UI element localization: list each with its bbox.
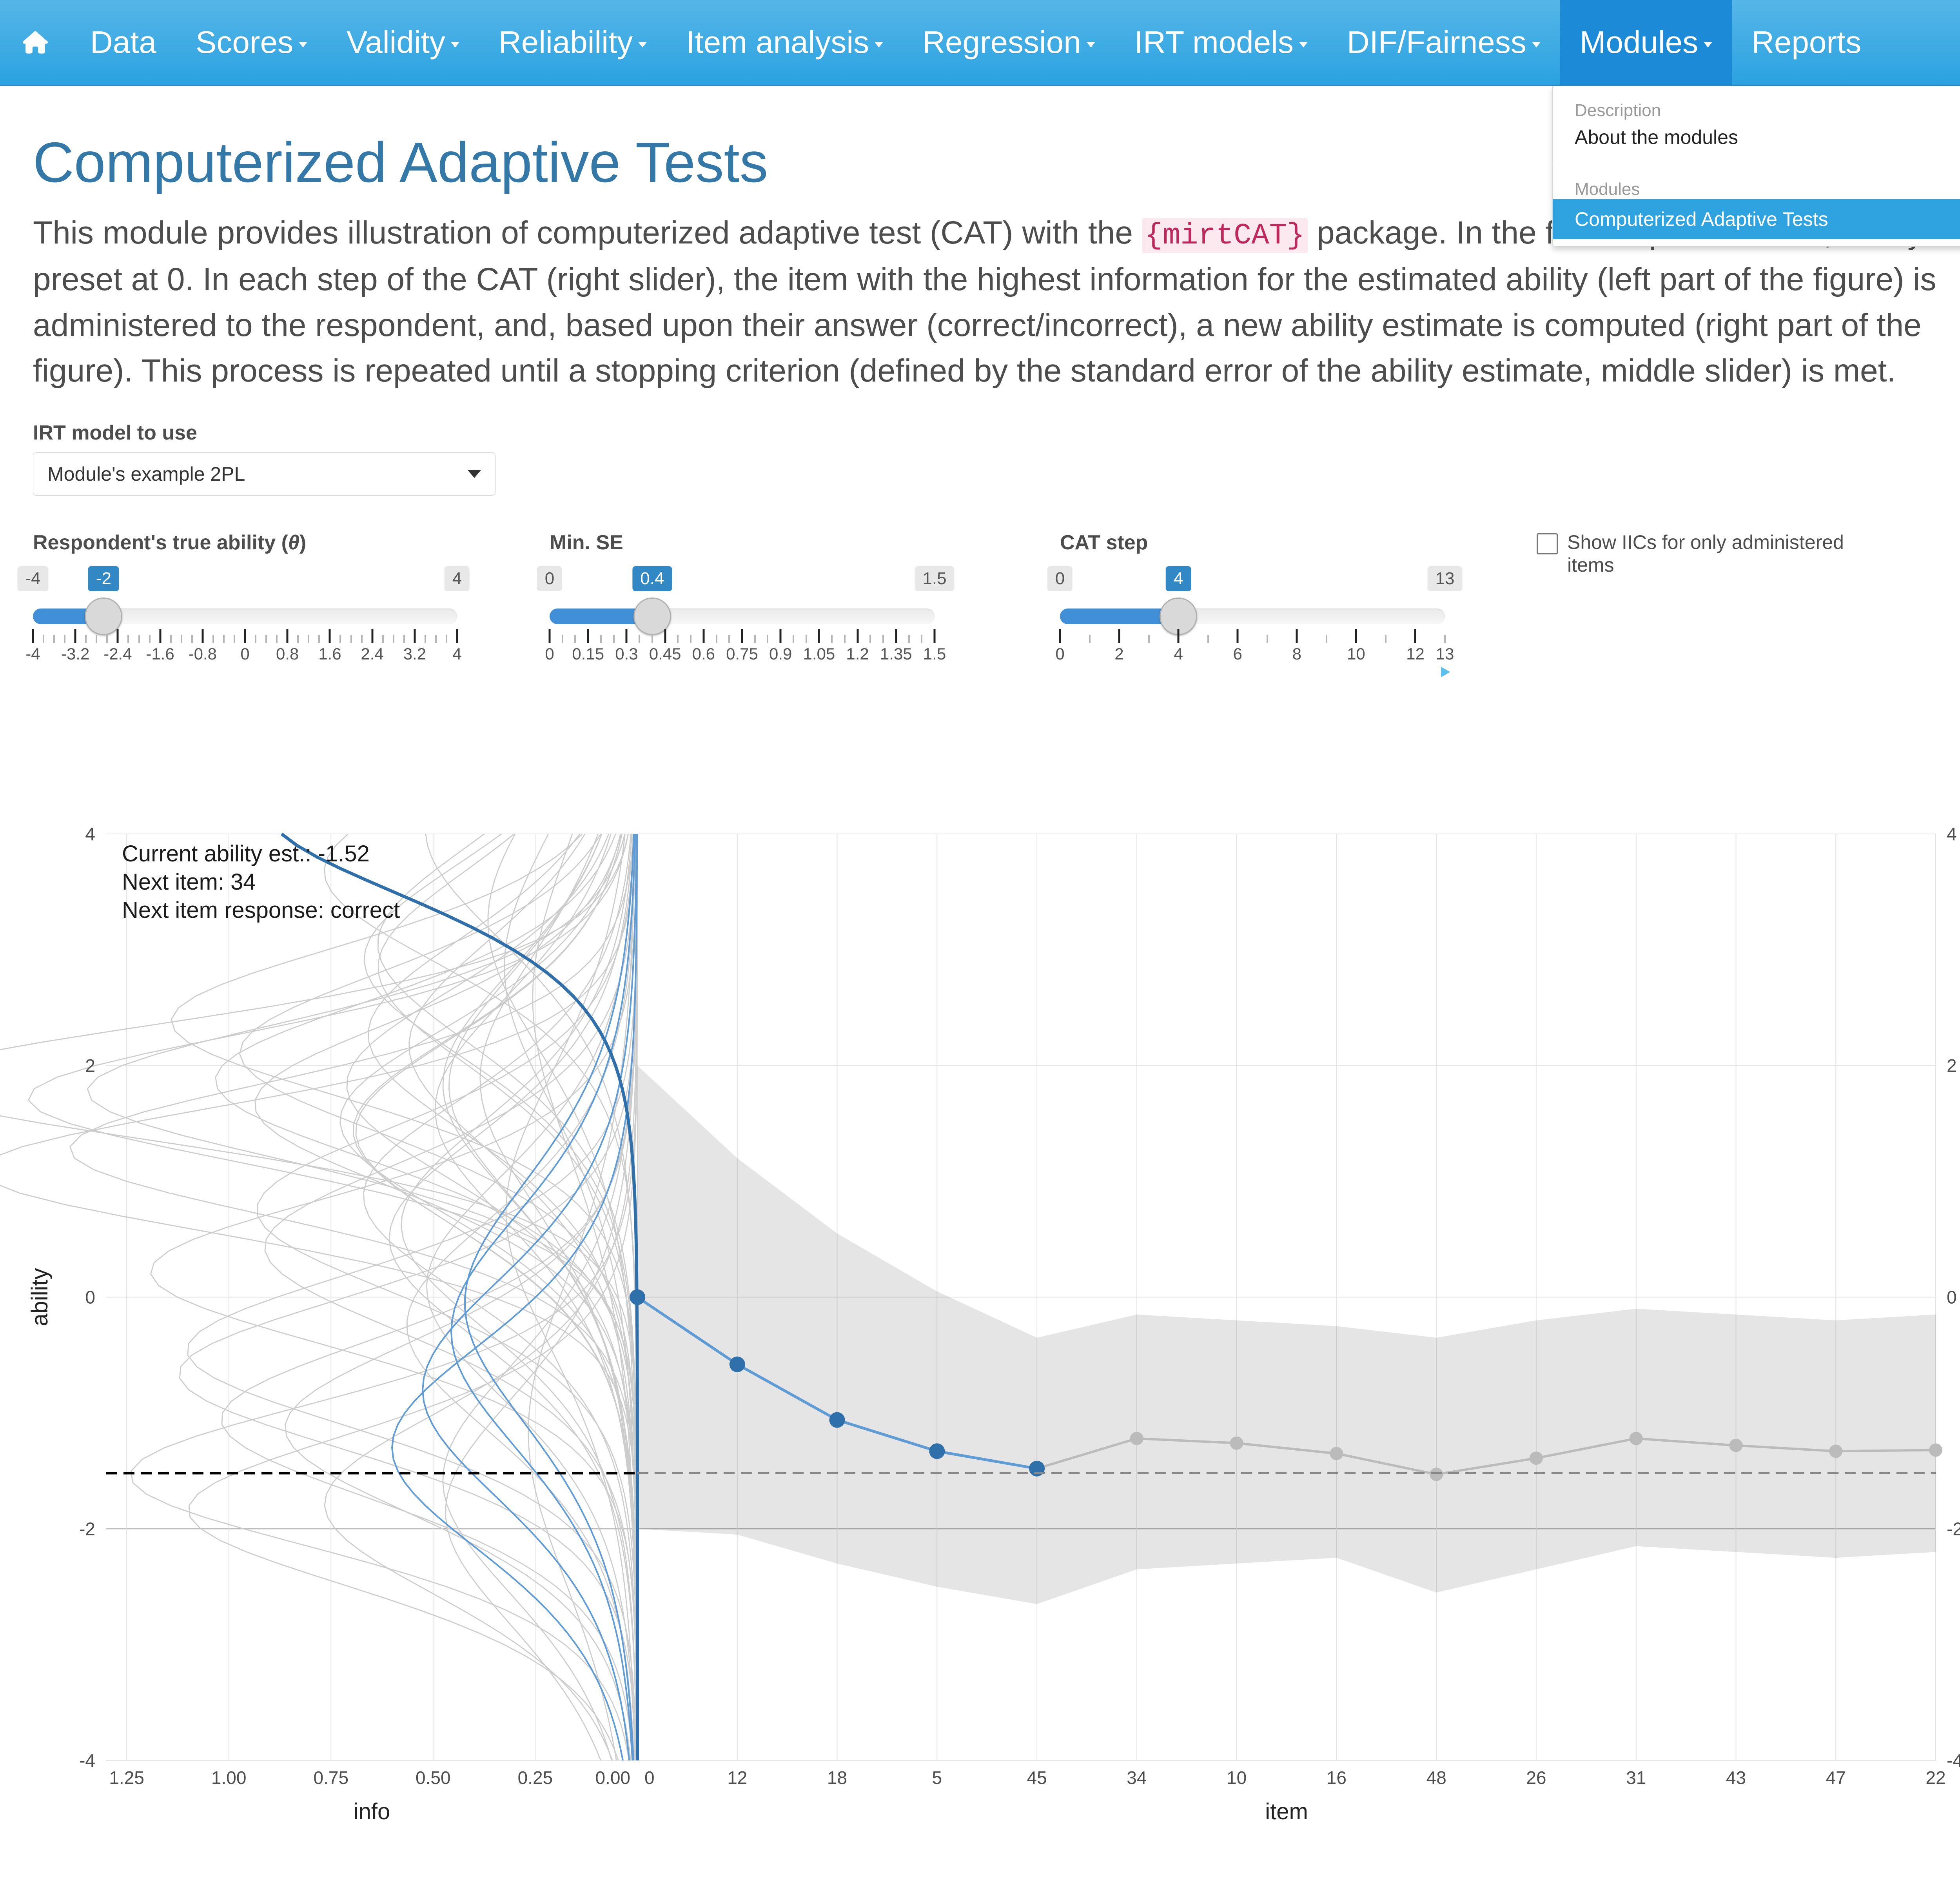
svg-text:Next item: 34: Next item: 34 xyxy=(122,869,256,895)
svg-text:Next item response: correct: Next item response: correct xyxy=(122,897,400,923)
svg-text:1.00: 1.00 xyxy=(211,1767,247,1788)
svg-text:info: info xyxy=(354,1799,390,1824)
svg-text:-2: -2 xyxy=(79,1519,95,1539)
svg-text:43: 43 xyxy=(1726,1767,1746,1788)
svg-text:45: 45 xyxy=(1027,1767,1047,1788)
svg-text:10: 10 xyxy=(1227,1767,1247,1788)
svg-text:12: 12 xyxy=(727,1767,747,1788)
svg-text:0: 0 xyxy=(85,1287,95,1308)
svg-text:16: 16 xyxy=(1327,1767,1347,1788)
svg-text:ability: ability xyxy=(27,1268,53,1326)
svg-text:4: 4 xyxy=(85,824,95,844)
svg-text:5: 5 xyxy=(932,1767,942,1788)
svg-text:4: 4 xyxy=(1947,824,1957,844)
svg-text:2: 2 xyxy=(1947,1055,1957,1076)
svg-text:0.25: 0.25 xyxy=(518,1767,553,1788)
svg-text:1.25: 1.25 xyxy=(109,1767,144,1788)
svg-text:18: 18 xyxy=(827,1767,847,1788)
svg-text:0: 0 xyxy=(1947,1287,1957,1308)
svg-text:0.75: 0.75 xyxy=(314,1767,349,1788)
svg-text:31: 31 xyxy=(1626,1767,1646,1788)
svg-text:47: 47 xyxy=(1826,1767,1846,1788)
svg-text:Current ability est.: -1.52: Current ability est.: -1.52 xyxy=(122,841,370,866)
svg-text:-2: -2 xyxy=(1947,1519,1960,1539)
svg-text:0: 0 xyxy=(644,1767,655,1788)
svg-text:48: 48 xyxy=(1426,1767,1446,1788)
svg-text:22: 22 xyxy=(1926,1767,1945,1788)
svg-text:0.00: 0.00 xyxy=(595,1767,630,1788)
svg-text:0.50: 0.50 xyxy=(416,1767,451,1788)
svg-text:item: item xyxy=(1265,1799,1308,1824)
svg-text:34: 34 xyxy=(1127,1767,1147,1788)
svg-text:2: 2 xyxy=(85,1055,95,1076)
svg-text:26: 26 xyxy=(1526,1767,1546,1788)
svg-text:-4: -4 xyxy=(1947,1750,1960,1771)
svg-text:-4: -4 xyxy=(79,1750,95,1771)
